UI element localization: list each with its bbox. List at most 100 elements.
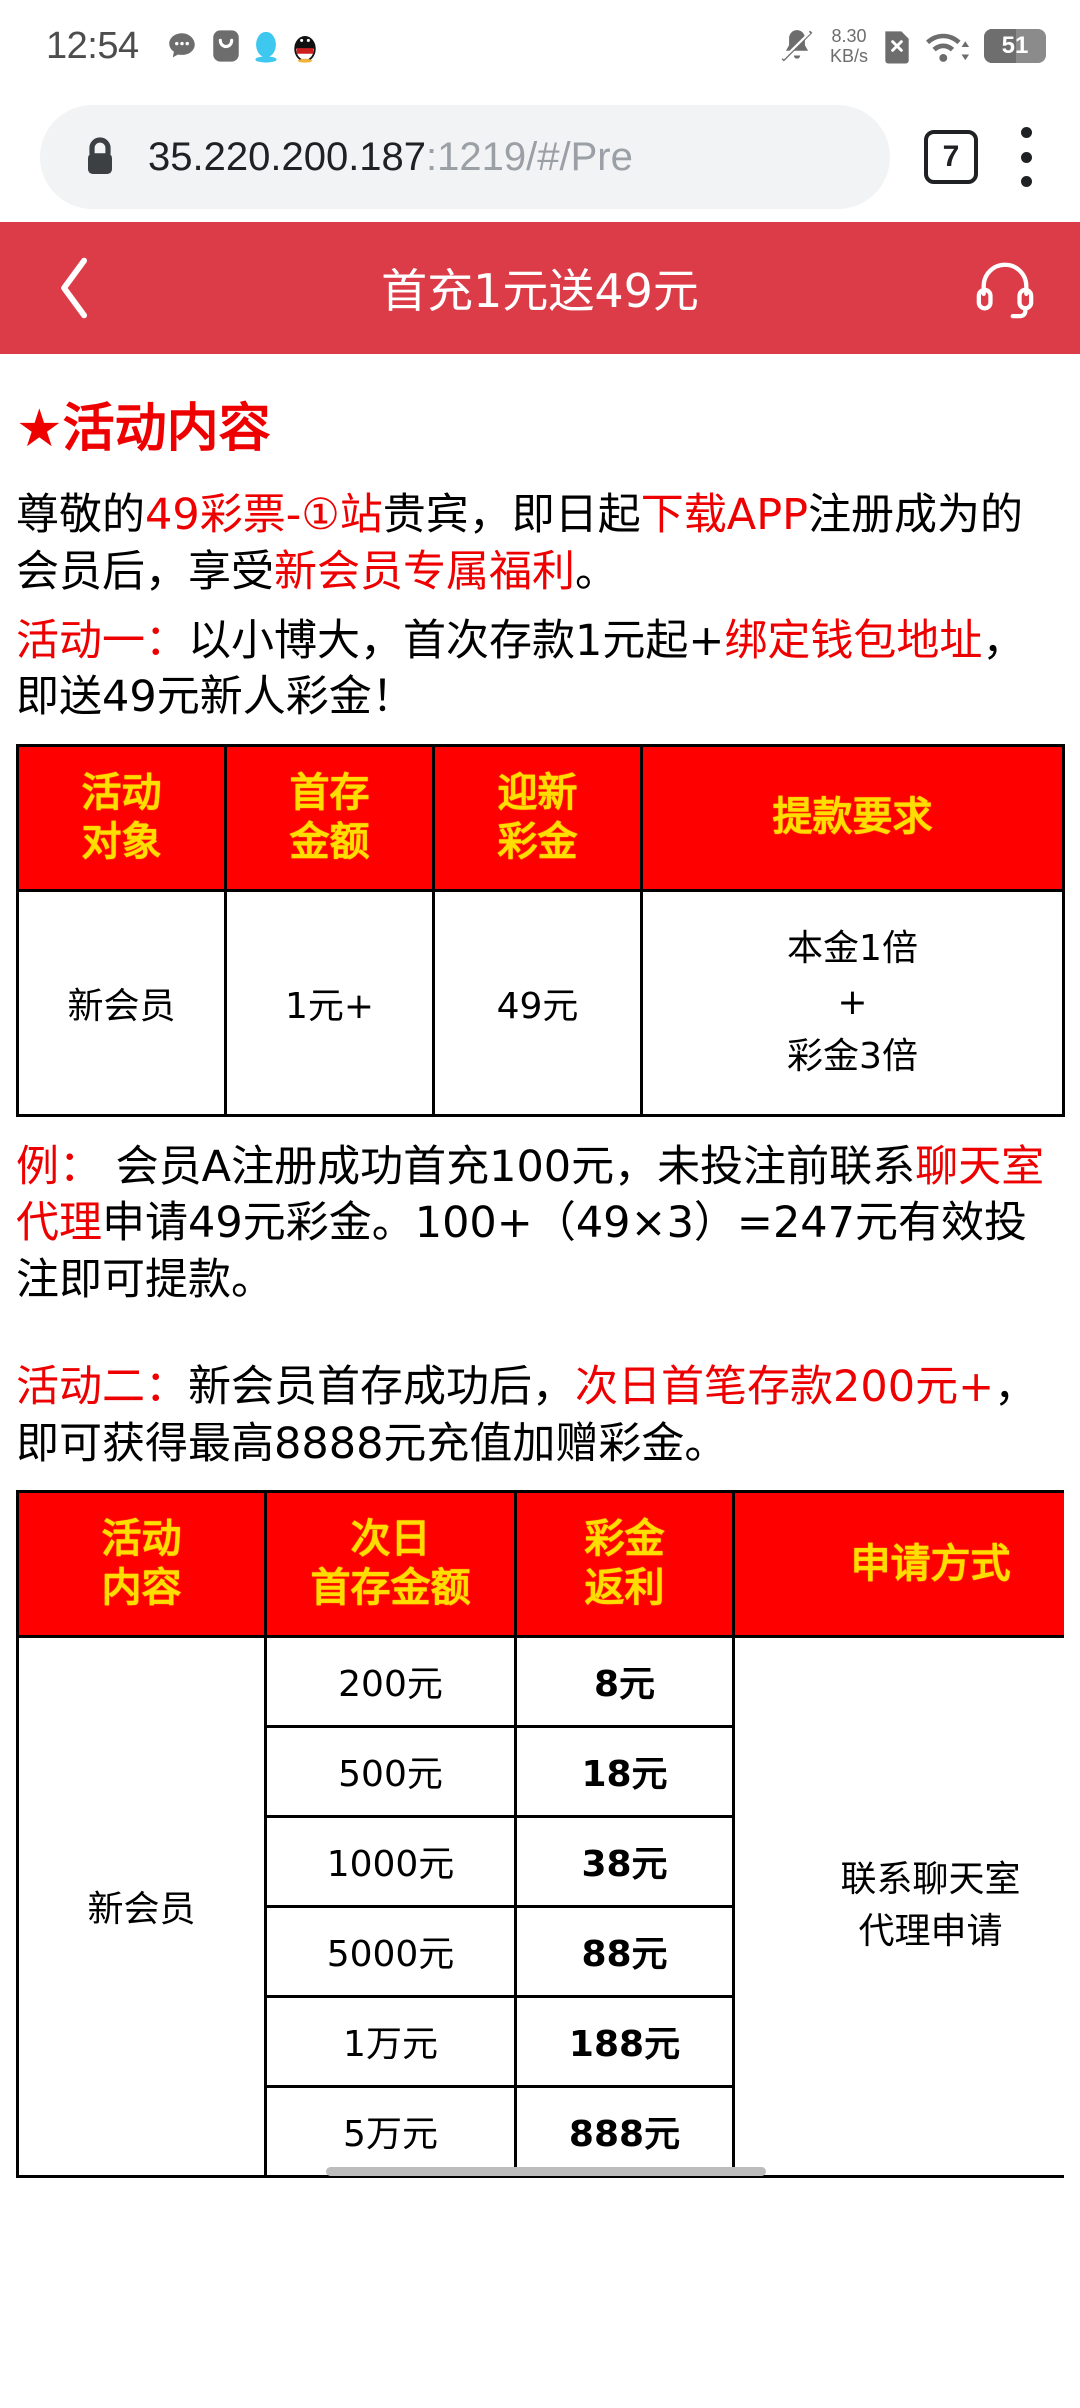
example-text-2: 申请49元彩金。100+（49×3）=247元有效投注即可提款。 <box>16 1198 1028 1306</box>
th-welcome-bonus-line1: 迎新 <box>497 770 578 816</box>
table-row: 5万元 888元 <box>18 2084 1065 2178</box>
th-activity-target: 活动 对象 <box>16 744 227 892</box>
intro-benefit: 新会员专属福利 <box>274 546 575 597</box>
activity-one-label: 活动一： <box>16 615 188 666</box>
intro-part-4: 。 <box>575 546 618 597</box>
apply-line1: 联系聊天室 <box>840 1859 1021 1901</box>
table-row: 1万元 188元 <box>18 1994 1065 2088</box>
headset-icon[interactable] <box>970 253 1040 323</box>
cell-rebate-amount: 188元 <box>514 1994 735 2088</box>
table-header-row: 活动 内容 次日 首存金额 彩金 返利 申请方式 <box>16 1490 1064 1638</box>
address-bar[interactable]: 35.220.200.187:1219/#/Pre <box>40 105 890 209</box>
network-speed-value: 8.30 <box>831 26 867 46</box>
cell-deposit-amount: 500元 <box>264 1724 517 1818</box>
table-row: 新会员 200元 8元 联系聊天室 代理申请 <box>16 1634 1064 2178</box>
example-paragraph: 例： 会员A注册成功首充100元，未投注前联系聊天室代理申请49元彩金。100+… <box>16 1139 1064 1309</box>
cell-deposit-amount: 5000元 <box>264 1904 517 1998</box>
cell-rebate-amount: 888元 <box>514 2084 735 2178</box>
table-row: 1000元 38元 <box>18 1814 1065 1908</box>
battery-fill <box>984 29 1016 63</box>
activity-two-text-2: ，即可获得最高8888元充值加赠彩金。 <box>16 1361 1038 1469</box>
url-host: 35.220.200.187 <box>148 134 427 179</box>
activity-one-text-1: 以小博大，首次存款1元起+ <box>188 615 725 666</box>
kebab-menu-icon[interactable] <box>1004 127 1048 187</box>
table-row: 新会员 1元+ 49元 本金1倍 + 彩金3倍 <box>16 888 1065 1117</box>
th-activity-content: 活动 内容 <box>16 1490 267 1638</box>
back-chevron-icon[interactable] <box>40 253 110 323</box>
th-bonus-rebate-line2: 返利 <box>584 1565 665 1612</box>
app-header: 首充1元送49元 <box>0 222 1080 354</box>
activity-one-bind-wallet: 绑定钱包地址 <box>724 615 983 666</box>
example-label: 例： <box>16 1141 102 1192</box>
intro-part-3: 注册成为的会员后，享受 <box>16 490 1024 597</box>
cell-activity-target: 新会员 <box>16 888 227 1117</box>
wifi-icon <box>926 33 970 62</box>
table-header-row: 活动 对象 首存 金额 迎新 彩金 提款要求 <box>16 744 1065 892</box>
status-notification-icons <box>165 29 319 63</box>
status-clock: 12:54 <box>46 24 139 67</box>
example-chatroom-agent: 聊天室代理 <box>16 1141 1045 1249</box>
cell-deposit-amount: 200元 <box>264 1634 517 1728</box>
th-first-deposit-line1: 首存 <box>289 770 370 816</box>
activity-two-text-1: 新会员首存成功后， <box>188 1361 575 1412</box>
activity-two-next-day: 次日首笔存款200元+ <box>575 1361 995 1412</box>
activity-two-table-scroll[interactable]: 活动 内容 次日 首存金额 彩金 返利 申请方式 新会员 <box>16 1472 1064 2178</box>
th-welcome-bonus: 迎新 彩金 <box>432 744 643 892</box>
th-next-day-deposit-line1: 次日 <box>350 1516 431 1563</box>
intro-brand: 49彩票-①站 <box>145 490 383 540</box>
cell-rebate-amount: 88元 <box>514 1904 735 1998</box>
sim-card-off-icon <box>885 31 909 64</box>
status-bar: 12:54 <box>0 0 1080 92</box>
lock-icon <box>88 137 112 174</box>
th-next-day-deposit-line2: 首存金额 <box>310 1565 471 1612</box>
th-activity-target-line1: 活动 <box>81 770 162 816</box>
network-speed-unit: KB/s <box>829 46 868 66</box>
activity-one-text-2: ，即送49元新人彩金！ <box>16 615 1026 723</box>
withdraw-line1: 本金1倍 <box>787 927 918 969</box>
cell-deposit-amount: 1000元 <box>264 1814 517 1908</box>
page-title: 首充1元送49元 <box>381 264 699 318</box>
cell-welcome-bonus: 49元 <box>432 888 643 1117</box>
th-apply-method: 申请方式 <box>732 1490 1064 1638</box>
cell-rebate-amount: 38元 <box>514 1814 735 1908</box>
th-activity-target-line2: 对象 <box>81 818 162 865</box>
th-bonus-rebate: 彩金 返利 <box>514 1490 735 1638</box>
withdraw-line2: + <box>837 981 868 1023</box>
battery-indicator: 51 <box>984 29 1046 63</box>
th-withdraw-requirement: 提款要求 <box>640 744 1065 892</box>
activity-one-table: 活动 对象 首存 金额 迎新 彩金 提款要求 新会员 1元+ 49元 <box>16 744 1065 1117</box>
activity-two-label: 活动二： <box>16 1361 188 1412</box>
cell-deposit-amount: 1万元 <box>264 1994 517 2088</box>
cell-apply-method: 联系聊天室 代理申请 <box>732 1634 1064 2178</box>
url-text: 35.220.200.187:1219/#/Pre <box>148 135 633 180</box>
th-first-deposit: 首存 金额 <box>224 744 435 892</box>
activity-one-paragraph: 活动一：以小博大，首次存款1元起+绑定钱包地址，即送49元新人彩金！ <box>16 613 1064 727</box>
chat-bubble-icon <box>168 33 195 58</box>
apply-line2: 代理申请 <box>858 1911 1003 1953</box>
cell-deposit-amount: 5万元 <box>264 2084 517 2178</box>
cell-rebate-amount: 18元 <box>514 1724 735 1818</box>
cell-first-deposit: 1元+ <box>224 888 435 1117</box>
message-icon <box>212 30 239 62</box>
qq-avatar-icon <box>293 35 316 63</box>
qq-penguin-icon <box>254 31 277 63</box>
activity-two-paragraph: 活动二：新会员首存成功后，次日首笔存款200元+，即可获得最高8888元充值加赠… <box>16 1359 1064 1473</box>
intro-part-1: 尊敬的 <box>16 490 145 540</box>
th-welcome-bonus-line2: 彩金 <box>497 818 578 865</box>
th-activity-content-line1: 活动 <box>101 1516 182 1563</box>
th-next-day-deposit: 次日 首存金额 <box>264 1490 517 1638</box>
horizontal-scrollbar[interactable] <box>326 2166 766 2176</box>
example-text-1: 会员A注册成功首充100元，未投注前联系 <box>102 1141 916 1192</box>
status-bar-right: 8.30 KB/s 51 <box>778 26 1046 66</box>
url-path: :1219/#/Pre <box>426 134 633 179</box>
th-activity-content-line2: 内容 <box>101 1565 182 1612</box>
activity-two-table: 活动 内容 次日 首存金额 彩金 返利 申请方式 新会员 <box>16 1490 1064 2178</box>
promo-content: ★活动内容 尊敬的49彩票-①站贵宾，即日起下载APP注册成为的会员后，享受新会… <box>0 354 1080 2178</box>
cell-rebate-amount: 8元 <box>514 1634 735 1728</box>
network-speed: 8.30 KB/s <box>830 26 868 66</box>
status-bar-left: 12:54 <box>46 25 319 68</box>
intro-paragraph: 尊敬的49彩票-①站贵宾，即日起下载APP注册成为的会员后，享受新会员专属福利。 <box>16 487 1064 601</box>
tab-count-button[interactable]: 7 <box>924 130 978 184</box>
bell-muted-icon <box>781 30 813 62</box>
table-row: 5000元 88元 <box>18 1904 1065 1998</box>
